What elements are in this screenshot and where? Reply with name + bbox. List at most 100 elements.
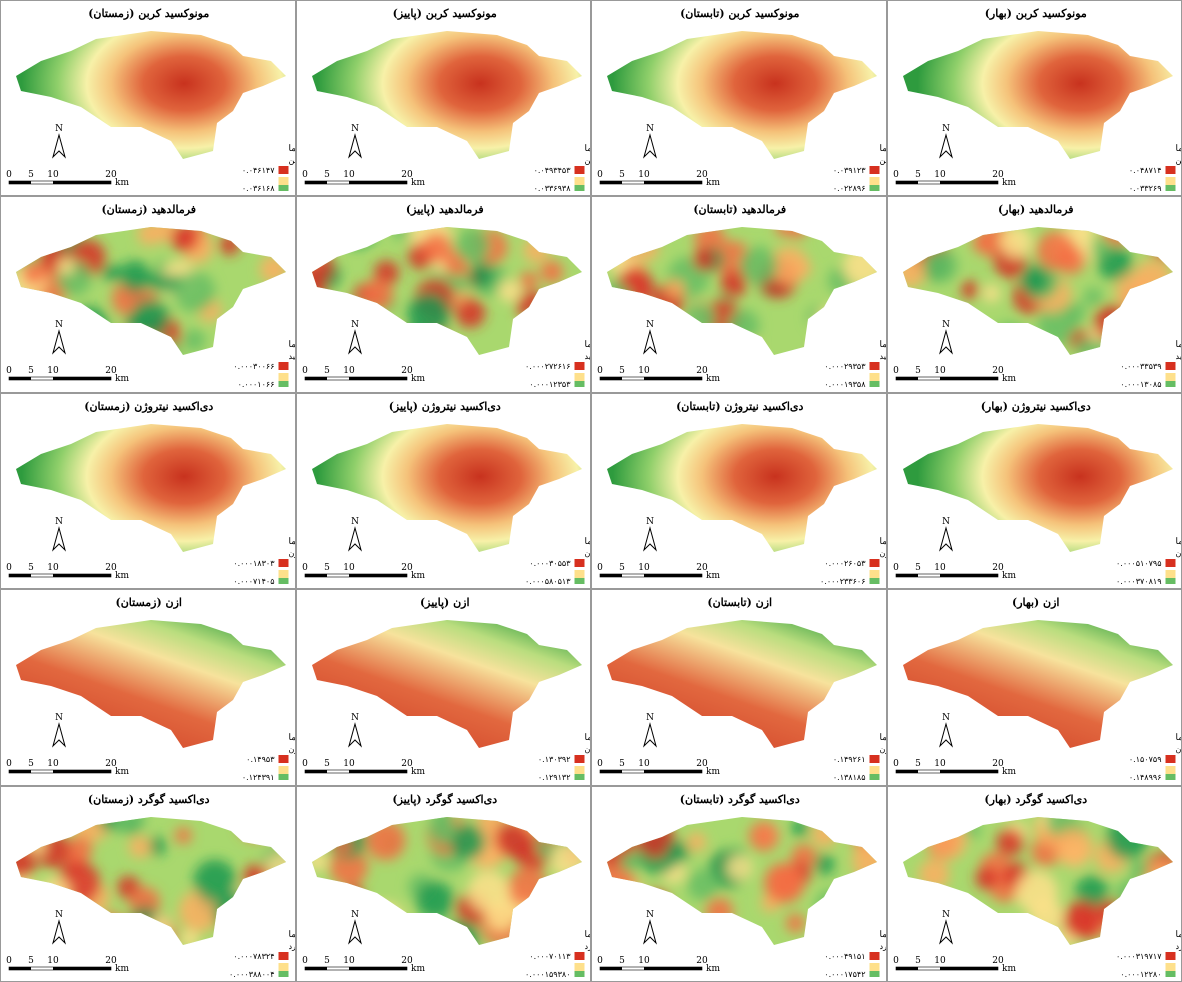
- blob: [560, 884, 582, 918]
- blob: [1056, 246, 1085, 275]
- legend-swatch: [278, 962, 289, 971]
- panel-title: مونوکسید کربن (زمستان): [88, 7, 209, 20]
- legend-high: ۰.۰۴۶۱۴۷: [242, 166, 275, 175]
- blob: [543, 292, 563, 311]
- scale-label: 5: [324, 366, 330, 376]
- scale-label: 5: [619, 759, 625, 769]
- panel-title: دی‌اکسید نیتروژن (بهار): [980, 400, 1090, 413]
- legend-low: ۰.۰۰۰۱۰۶۶: [238, 380, 275, 389]
- legend-swatch: [1165, 185, 1175, 191]
- blob: [517, 903, 535, 921]
- blob: [40, 876, 72, 908]
- legend-swatch: [278, 373, 289, 382]
- legend-high: ۰.۰۰۰۷۰۱۱۳: [529, 952, 571, 961]
- blob: [247, 320, 285, 356]
- legend-label: دی‌اکسید گوگرد: [880, 941, 886, 951]
- blob: [124, 923, 166, 945]
- blob: [174, 826, 192, 844]
- north-arrow: [52, 918, 66, 945]
- scale-bar: [644, 181, 702, 184]
- scale-label: 20: [401, 956, 413, 966]
- blob: [1116, 909, 1134, 927]
- scale-label: 0: [893, 759, 899, 769]
- blob: [1132, 260, 1172, 300]
- north-arrow: [938, 329, 953, 356]
- legend-low: ۰.۱۳۸۱۸۵: [833, 773, 866, 782]
- blob: [740, 340, 759, 356]
- panel-title: دی‌اکسید نیتروژن (پاییز): [388, 400, 500, 413]
- legend-swatch: [869, 569, 880, 578]
- panel-title: دی‌اکسید گوگرد (پاییز): [392, 792, 497, 806]
- legend-swatch: [1165, 381, 1175, 388]
- legend-swatch: [869, 185, 880, 191]
- blob: [119, 332, 161, 356]
- legend-heading: راهنما: [1175, 144, 1181, 154]
- scale-label: 20: [696, 170, 708, 180]
- scale-label: 10: [934, 759, 946, 769]
- north-arrow: [643, 722, 657, 748]
- scale-unit: km: [411, 178, 425, 188]
- blob: [682, 924, 705, 945]
- blob: [678, 349, 695, 356]
- legend-swatch: [869, 381, 880, 388]
- blob: [321, 820, 343, 842]
- scale-bar: [53, 181, 111, 184]
- scale-bar: [53, 573, 111, 577]
- panel-title: ازن (پاییز): [419, 596, 469, 609]
- legend-swatch: [278, 774, 289, 781]
- blob: [562, 285, 580, 303]
- blob: [259, 255, 286, 284]
- scale-label: 5: [619, 366, 625, 376]
- scale-label: 5: [324, 759, 330, 769]
- legend-swatch: [574, 381, 584, 388]
- legend-label: دی‌اکسید نیتروژن: [289, 549, 295, 558]
- north-arrow: [938, 722, 953, 748]
- scale-label: 5: [619, 956, 625, 966]
- legend-swatch: [574, 951, 584, 960]
- scale-label: 0: [6, 366, 12, 376]
- legend-label: مونوکسید کربن: [880, 156, 886, 165]
- scale-label: 20: [401, 759, 413, 769]
- legend-swatch: [574, 177, 584, 185]
- legend-high: ۰.۱۴۹۲۶۱: [833, 755, 866, 764]
- scale-label: 20: [696, 563, 708, 573]
- scale-label: 20: [696, 759, 708, 769]
- blob: [860, 919, 877, 936]
- legend-label: دی‌اکسید نیتروژن: [584, 549, 590, 558]
- legend-high: ۰.۰۰۰۳۳۵۳۹: [1120, 362, 1161, 371]
- blob: [16, 843, 37, 879]
- blob: [619, 236, 640, 257]
- scale-label: 20: [105, 956, 117, 966]
- blob: [912, 239, 931, 258]
- blob: [494, 821, 531, 858]
- blob: [1145, 227, 1173, 258]
- north-arrow: [347, 918, 362, 945]
- north-label: N: [55, 124, 63, 134]
- scale-label: 20: [105, 759, 117, 769]
- legend-heading: راهنما: [880, 537, 886, 547]
- blob: [219, 234, 240, 256]
- legend-high: ۰.۰۰۰۲۶۰۵۳: [824, 559, 866, 568]
- legend-heading: راهنما: [289, 144, 295, 154]
- legend-low: ۰.۰۰۰۱۷۵۴۲: [824, 970, 865, 979]
- legend-swatch: [278, 381, 289, 388]
- scale-label: 5: [28, 170, 34, 180]
- blob: [558, 293, 582, 320]
- blob: [1008, 336, 1029, 356]
- scale-label: 10: [343, 170, 355, 180]
- blob: [981, 284, 1001, 303]
- blob: [829, 912, 849, 931]
